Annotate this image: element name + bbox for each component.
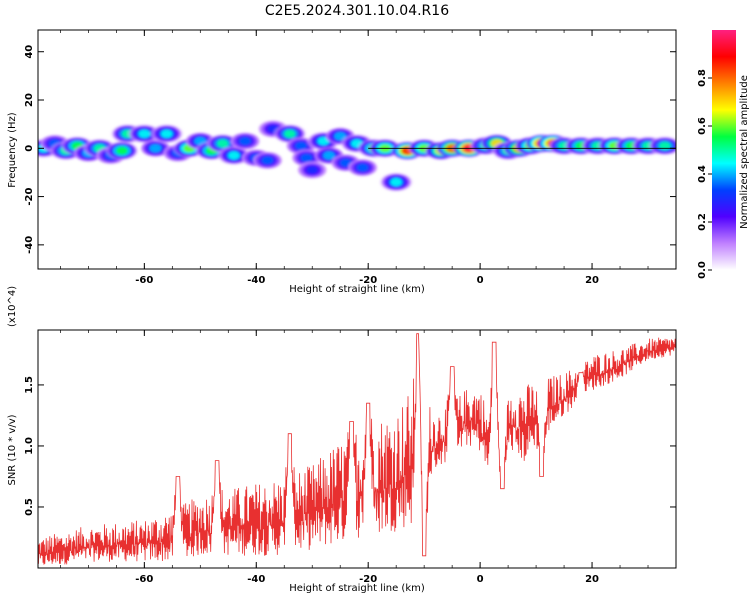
heatmap-blob — [239, 137, 251, 146]
heatmap-blob — [306, 165, 319, 175]
heatmap-blob — [149, 144, 162, 153]
spectrogram-frame — [37, 29, 677, 270]
colorbar-label: Normalized spectral amplitude — [739, 75, 750, 229]
snr-panel: -60 -40 -20 0 20 0.5 1.0 1.5 Height of straight… — [7, 286, 677, 594]
snr-xlabel: Height of straight line (km) — [289, 583, 425, 594]
spectrogram-xlabel: Height of straight line (km) — [289, 284, 425, 295]
heatmap-blob — [116, 146, 128, 155]
heatmap-blob — [356, 163, 369, 172]
heatmap-blob — [160, 129, 173, 138]
heatmap-blob — [284, 129, 296, 138]
heatmap-blob — [138, 129, 151, 138]
colorbar-ticks: 0.0 0.2 0.4 0.6 0.8 — [697, 69, 712, 279]
spectrogram-heatmap — [38, 120, 676, 192]
heatmap-blob — [390, 178, 403, 187]
x-tick-label: 0 — [477, 275, 484, 286]
y-tick-label: 1.0 — [24, 437, 35, 455]
heatmap-blob — [659, 141, 671, 150]
spectrogram-ylabel: Frequency (Hz) — [7, 112, 18, 188]
colorbar-tick-label: 0.4 — [697, 165, 708, 183]
y-tick-label: 0.5 — [24, 498, 35, 516]
snr-frame — [37, 329, 677, 569]
x-tick-label: 20 — [585, 574, 599, 585]
x-tick-label: -20 — [359, 275, 377, 286]
y-tick-label: 40 — [24, 45, 35, 59]
spectrogram-panel: -60 -40 -20 0 20 -40 -20 0 20 40 Height of straig… — [7, 29, 677, 295]
colorbar-tick-label: 0.8 — [697, 69, 708, 87]
heatmap-blob — [300, 153, 313, 162]
y-tick-label: -20 — [24, 188, 35, 206]
colorbar-gradient — [712, 30, 736, 270]
colorbar-tick-label: 0.2 — [697, 213, 708, 231]
y-tick-label: 0 — [24, 145, 35, 152]
snr-background — [38, 330, 676, 568]
x-tick-label: -40 — [247, 275, 265, 286]
heatmap-blob — [228, 151, 240, 160]
colorbar: 0.0 0.2 0.4 0.6 0.8 Normalized spectral ampl… — [697, 30, 750, 279]
colorbar-tick-label: 0.6 — [697, 117, 708, 135]
heatmap-blob — [295, 141, 307, 150]
snr-line-area — [38, 333, 676, 565]
x-tick-label: -40 — [247, 574, 265, 585]
snr-series-line — [38, 333, 676, 565]
snr-ylabel: SNR (10 * v/v) — [7, 414, 18, 485]
heatmap-blob — [340, 158, 352, 167]
heatmap-blob — [216, 139, 229, 148]
figure-title: C2E5.2024.301.10.04.R16 — [265, 3, 449, 19]
colorbar-tick-label: 0.0 — [697, 261, 708, 279]
heatmap-blob — [261, 156, 274, 165]
snr-ticks: -60 -40 -20 0 20 0.5 1.0 1.5 — [24, 330, 677, 585]
y-tick-label: 20 — [24, 93, 35, 107]
heatmap-blob — [323, 151, 335, 160]
x-tick-label: 20 — [585, 275, 599, 286]
spectrogram-ticks: -60 -40 -20 0 20 -40 -20 0 20 40 — [24, 30, 677, 286]
y-tick-label: 1.5 — [24, 376, 35, 394]
snr-multiplier: (x10^4) — [7, 286, 18, 327]
heatmap-blob — [317, 137, 330, 146]
x-tick-label: -60 — [135, 275, 153, 286]
x-tick-label: -60 — [135, 574, 153, 585]
x-tick-label: 0 — [477, 574, 484, 585]
y-tick-label: -40 — [24, 236, 35, 254]
x-tick-label: -20 — [359, 574, 377, 585]
